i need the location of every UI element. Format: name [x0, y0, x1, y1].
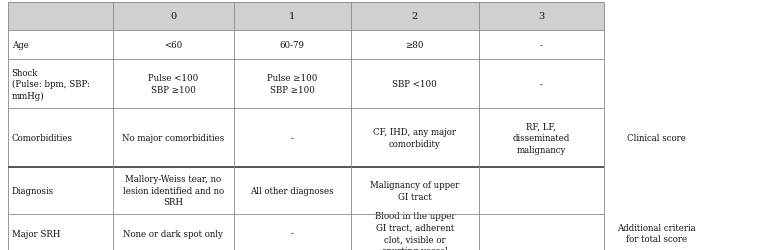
Bar: [479, 2, 604, 31]
Bar: [8, 60, 113, 109]
Text: 2: 2: [411, 12, 418, 21]
Text: None or dark spot only: None or dark spot only: [123, 229, 224, 237]
Bar: [351, 60, 479, 109]
Bar: [8, 31, 113, 60]
Bar: [113, 109, 234, 168]
Bar: [479, 109, 604, 168]
Bar: [234, 214, 351, 250]
Text: <60: <60: [164, 41, 182, 50]
Text: Clinical score: Clinical score: [627, 134, 686, 142]
Bar: [113, 214, 234, 250]
Bar: [604, 214, 709, 250]
Bar: [351, 109, 479, 168]
Text: ≥80: ≥80: [406, 41, 424, 50]
Bar: [113, 60, 234, 109]
Bar: [604, 168, 709, 214]
Bar: [234, 60, 351, 109]
Text: Pulse <100
SBP ≥100: Pulse <100 SBP ≥100: [148, 74, 199, 94]
Text: Comorbidities: Comorbidities: [12, 134, 72, 142]
Text: RF, LF,
disseminated
malignancy: RF, LF, disseminated malignancy: [513, 122, 570, 154]
Text: SBP <100: SBP <100: [393, 80, 437, 89]
Text: 3: 3: [538, 12, 545, 21]
Text: 60-79: 60-79: [280, 41, 305, 50]
Text: 0: 0: [171, 12, 176, 21]
Bar: [479, 168, 604, 214]
Text: Blood in the upper
GI tract, adherent
clot, visible or
spurting vessel: Blood in the upper GI tract, adherent cl…: [375, 212, 455, 250]
Bar: [113, 168, 234, 214]
Text: Pulse ≥100
SBP ≥100: Pulse ≥100 SBP ≥100: [267, 74, 317, 94]
Text: Additional criteria
for total score: Additional criteria for total score: [617, 223, 696, 243]
Text: 1: 1: [289, 12, 295, 21]
Text: Diagnosis: Diagnosis: [12, 186, 54, 195]
Bar: [604, 60, 709, 109]
Bar: [604, 31, 709, 60]
Bar: [604, 109, 709, 168]
Bar: [8, 2, 113, 31]
Bar: [234, 2, 351, 31]
Text: -: -: [291, 134, 294, 142]
Text: Shock
(Pulse: bpm, SBP:
mmHg): Shock (Pulse: bpm, SBP: mmHg): [12, 68, 90, 100]
Text: Major SRH: Major SRH: [12, 229, 60, 237]
Text: No major comorbidities: No major comorbidities: [122, 134, 224, 142]
Bar: [234, 109, 351, 168]
Bar: [351, 2, 479, 31]
Text: CF, IHD, any major
comorbidity: CF, IHD, any major comorbidity: [373, 128, 456, 148]
Bar: [113, 2, 234, 31]
Text: -: -: [540, 41, 543, 50]
Text: -: -: [540, 80, 543, 89]
Bar: [479, 214, 604, 250]
Bar: [113, 31, 234, 60]
Bar: [351, 168, 479, 214]
Bar: [479, 31, 604, 60]
Bar: [8, 214, 113, 250]
Bar: [479, 60, 604, 109]
Text: All other diagnoses: All other diagnoses: [250, 186, 334, 195]
Bar: [351, 31, 479, 60]
Bar: [351, 214, 479, 250]
Bar: [8, 109, 113, 168]
Bar: [8, 168, 113, 214]
Text: -: -: [291, 229, 294, 237]
Bar: [234, 31, 351, 60]
Text: Malignancy of upper
GI tract: Malignancy of upper GI tract: [370, 180, 460, 201]
Bar: [234, 168, 351, 214]
Text: Age: Age: [12, 41, 29, 50]
Bar: [604, 2, 709, 31]
Text: Mallory-Weiss tear, no
lesion identified and no
SRH: Mallory-Weiss tear, no lesion identified…: [123, 175, 224, 206]
